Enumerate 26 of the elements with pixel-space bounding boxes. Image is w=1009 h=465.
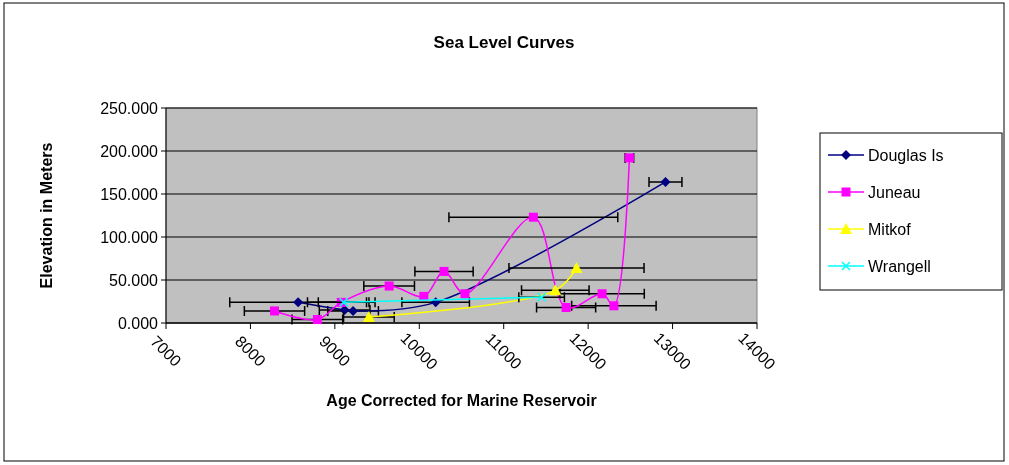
y-tick-label: 150.000 bbox=[100, 185, 159, 203]
point bbox=[293, 297, 304, 308]
point bbox=[384, 281, 394, 291]
point bbox=[609, 301, 619, 311]
y-tick-label: 250.000 bbox=[100, 99, 159, 117]
legend-label: Douglas Is bbox=[868, 146, 944, 164]
y-tick-label: 100.000 bbox=[100, 228, 159, 246]
point bbox=[549, 284, 562, 296]
point bbox=[570, 261, 583, 273]
point bbox=[660, 176, 671, 187]
legend-label: Juneau bbox=[868, 183, 921, 201]
y-axis-title: Elevation in Meters bbox=[38, 142, 55, 289]
point bbox=[561, 303, 571, 313]
y-tick-label: 200.000 bbox=[100, 142, 159, 160]
point bbox=[269, 306, 279, 316]
point bbox=[460, 289, 470, 299]
point bbox=[528, 212, 538, 222]
y-tick-label: 0.000 bbox=[117, 314, 159, 332]
chart-title: Sea Level Curves bbox=[433, 33, 575, 52]
x-axis-title: Age Corrected for Marine Reservoir bbox=[326, 392, 597, 409]
legend-label: Mitkof bbox=[868, 220, 912, 238]
legend-label: Wrangell bbox=[868, 257, 931, 275]
point bbox=[536, 292, 547, 302]
point bbox=[439, 266, 449, 276]
point bbox=[597, 289, 607, 299]
y-tick-label: 50.000 bbox=[109, 271, 159, 289]
